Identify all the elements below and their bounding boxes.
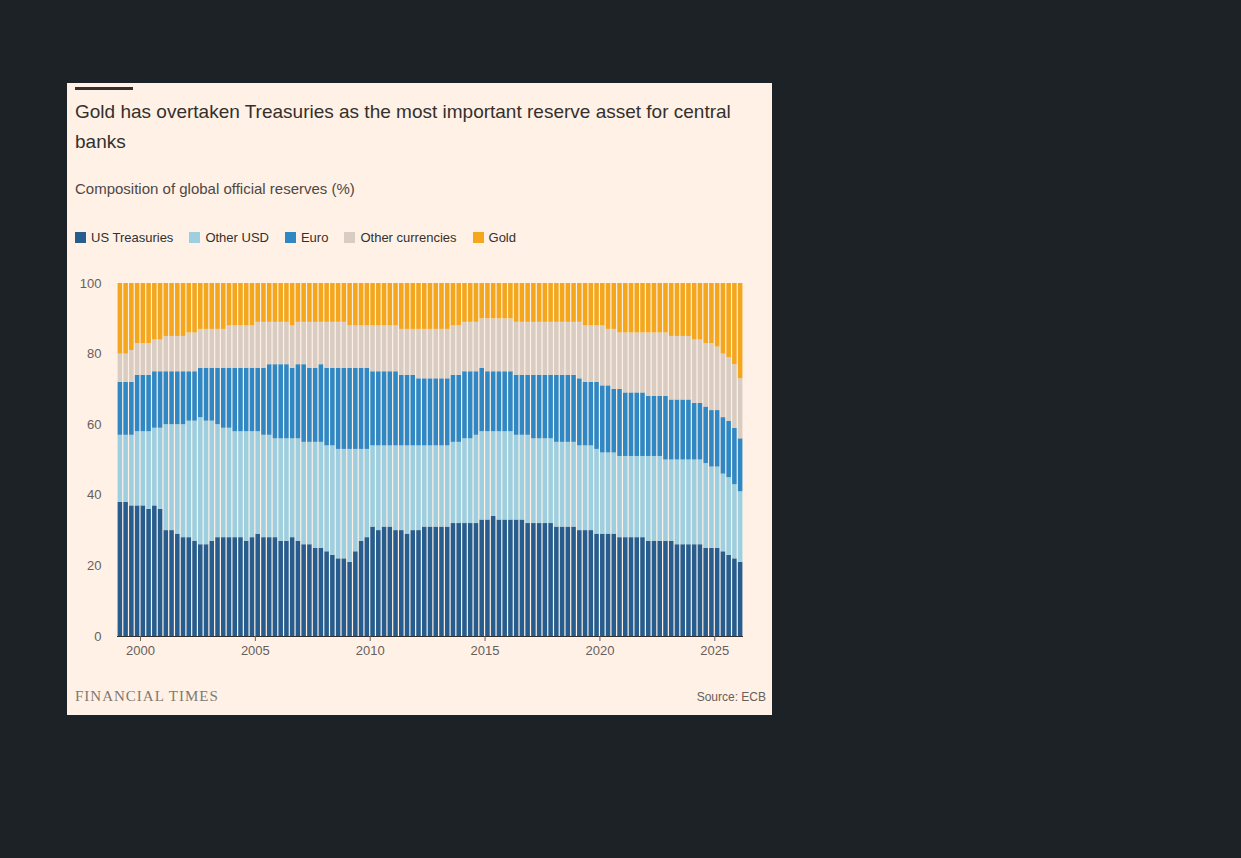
svg-text:2020: 2020: [585, 643, 614, 658]
svg-text:2025: 2025: [700, 643, 729, 658]
svg-text:2005: 2005: [241, 643, 270, 658]
svg-text:100: 100: [80, 276, 102, 291]
html-text:Euro: Euro: [301, 230, 329, 245]
html-text:Source: ECB: Source: ECB: [696, 690, 766, 704]
html-text:US Treasuries: US Treasuries: [91, 230, 174, 245]
html-text:FINANCIAL TIMES: FINANCIAL TIMES: [75, 688, 219, 704]
svg-text:80: 80: [87, 346, 101, 361]
html-text:Other USD: Other USD: [205, 230, 269, 245]
svg-text:20: 20: [87, 558, 101, 573]
svg-text:2000: 2000: [126, 643, 155, 658]
svg-text:0: 0: [94, 629, 101, 644]
html-text:Composition of global official: Composition of global official reserves …: [75, 180, 355, 197]
svg-text:2015: 2015: [471, 643, 500, 658]
html-text:Other currencies: Other currencies: [360, 230, 457, 245]
svg-text:60: 60: [87, 417, 101, 432]
html-text:Gold: Gold: [488, 230, 516, 245]
svg-text:2010: 2010: [356, 643, 385, 658]
html-text:Gold has overtaken Treasuries: Gold has overtaken Treasuries as the mos…: [75, 101, 731, 152]
svg-text:40: 40: [87, 487, 101, 502]
